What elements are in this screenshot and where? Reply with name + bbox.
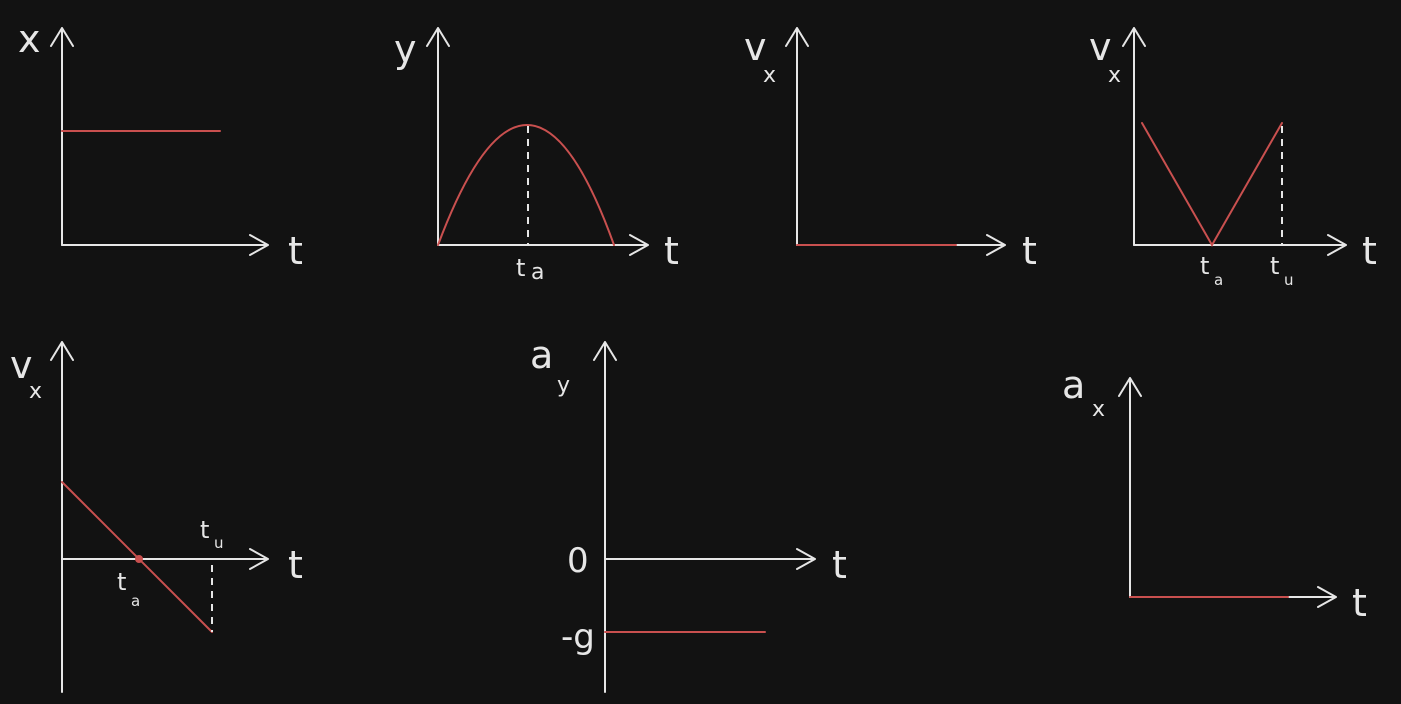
y-axis (1118, 377, 1142, 598)
y-axis-label: x (18, 17, 41, 61)
y-axis-subscript: x (1092, 397, 1105, 422)
neg-g-tick-label: -g (561, 617, 595, 657)
x-axis-label: t (288, 543, 303, 587)
ta-subscript: a (1214, 271, 1223, 289)
ta-subscript: a (131, 592, 140, 610)
graph-x-vs-t: x t (18, 17, 303, 273)
parabola-curve (437, 124, 615, 246)
zero-tick-label: 0 (567, 541, 589, 581)
graph-ax-vs-t: a x t (1062, 363, 1367, 625)
y-axis-subscript: y (557, 373, 570, 398)
apex-time-subscript: a (531, 260, 544, 285)
x-axis (604, 548, 816, 570)
x-axis (61, 234, 269, 256)
y-axis-subscript: x (763, 63, 776, 88)
graph-ay-vs-t: a y t 0 -g (530, 333, 847, 693)
y-axis (1122, 27, 1146, 246)
graph-vx-vs-t-zero: v x t (744, 25, 1037, 273)
x-axis-label: t (832, 543, 847, 587)
y-axis-label: y (394, 27, 417, 71)
zero-crossing-dot (135, 555, 143, 563)
y-axis-label: a (1062, 363, 1085, 407)
tu-subscript: u (1284, 271, 1294, 289)
y-axis-subscript: x (1108, 63, 1121, 88)
x-axis-label: t (1362, 229, 1377, 273)
y-axis (593, 341, 617, 693)
tu-label: t (200, 516, 209, 544)
tu-label: t (1270, 252, 1279, 280)
y-axis (426, 27, 450, 246)
y-axis-label: v (10, 343, 33, 387)
y-axis-label: a (530, 333, 553, 377)
graph-vx-vs-t-v-shape: v x t t a t u (1089, 25, 1377, 289)
y-axis-subscript: x (29, 379, 42, 404)
ta-label: t (117, 568, 126, 596)
apex-time-label: t (516, 254, 525, 282)
x-axis (1133, 234, 1347, 256)
y-axis (50, 341, 74, 693)
x-axis-label: t (288, 229, 303, 273)
y-axis (785, 27, 809, 246)
y-axis-label: v (744, 25, 767, 69)
v-shape-curve (1141, 122, 1283, 248)
x-axis-label: t (1352, 581, 1367, 625)
x-axis-label: t (1022, 229, 1037, 273)
y-axis (50, 27, 74, 246)
x-axis (437, 234, 649, 256)
x-axis-label: t (664, 229, 679, 273)
y-axis-label: v (1089, 25, 1112, 69)
graph-y-vs-t: y t t a (394, 27, 679, 285)
graph-vx-vs-t-linear: v x t t a t u (10, 341, 303, 693)
ta-label: t (1200, 252, 1209, 280)
tu-subscript: u (214, 534, 224, 552)
x-axis (61, 548, 269, 570)
